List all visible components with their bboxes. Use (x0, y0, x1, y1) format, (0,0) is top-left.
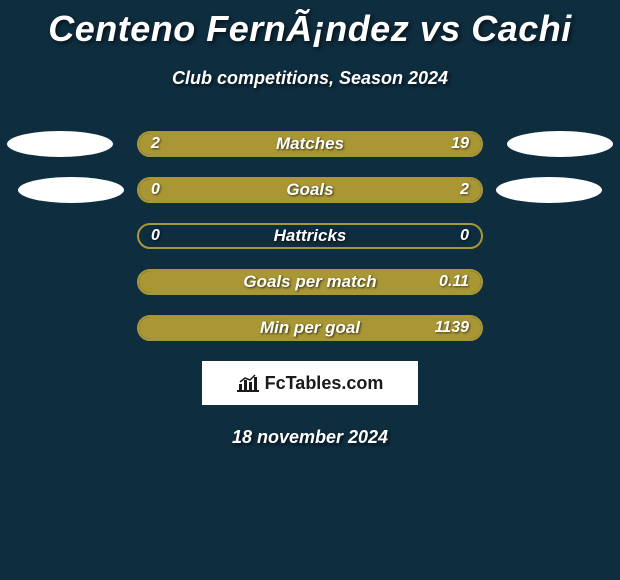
stat-row: Goals per match 0.11 (0, 269, 620, 295)
player-oval-right (496, 177, 602, 203)
stat-value-left: 0 (151, 181, 160, 199)
stat-row: Min per goal 1139 (0, 315, 620, 341)
stat-label: Min per goal (260, 318, 360, 338)
stat-value-left: 2 (151, 135, 160, 153)
stats-section: 2 Matches 19 0 Goals 2 0 Hattricks 0 (0, 131, 620, 341)
subtitle: Club competitions, Season 2024 (0, 68, 620, 89)
bar-fill-left (139, 133, 194, 155)
stat-row: 0 Goals 2 (0, 177, 620, 203)
player-oval-right (507, 131, 613, 157)
stat-value-right: 0.11 (439, 273, 469, 291)
player-oval-left (18, 177, 124, 203)
date-text: 18 november 2024 (0, 427, 620, 448)
stat-label: Matches (276, 134, 344, 154)
stat-bar: Goals per match 0.11 (137, 269, 483, 295)
page-title: Centeno FernÃ¡ndez vs Cachi (0, 8, 620, 50)
stat-value-left: 0 (151, 227, 160, 245)
brand-box[interactable]: FcTables.com (202, 361, 418, 405)
player-oval-left (7, 131, 113, 157)
stat-value-right: 1139 (435, 319, 469, 337)
stat-value-right: 2 (460, 181, 469, 199)
stat-bar: Min per goal 1139 (137, 315, 483, 341)
stat-label: Goals per match (243, 272, 376, 292)
stat-label: Goals (286, 180, 333, 200)
stat-bar: 0 Hattricks 0 (137, 223, 483, 249)
stat-bar: 0 Goals 2 (137, 177, 483, 203)
brand-text: FcTables.com (265, 373, 384, 394)
main-container: Centeno FernÃ¡ndez vs Cachi Club competi… (0, 0, 620, 448)
stat-row: 0 Hattricks 0 (0, 223, 620, 249)
stat-value-right: 0 (460, 227, 469, 245)
chart-icon (237, 374, 259, 392)
stat-bar: 2 Matches 19 (137, 131, 483, 157)
stat-label: Hattricks (274, 226, 347, 246)
stat-value-right: 19 (451, 135, 469, 153)
stat-row: 2 Matches 19 (0, 131, 620, 157)
